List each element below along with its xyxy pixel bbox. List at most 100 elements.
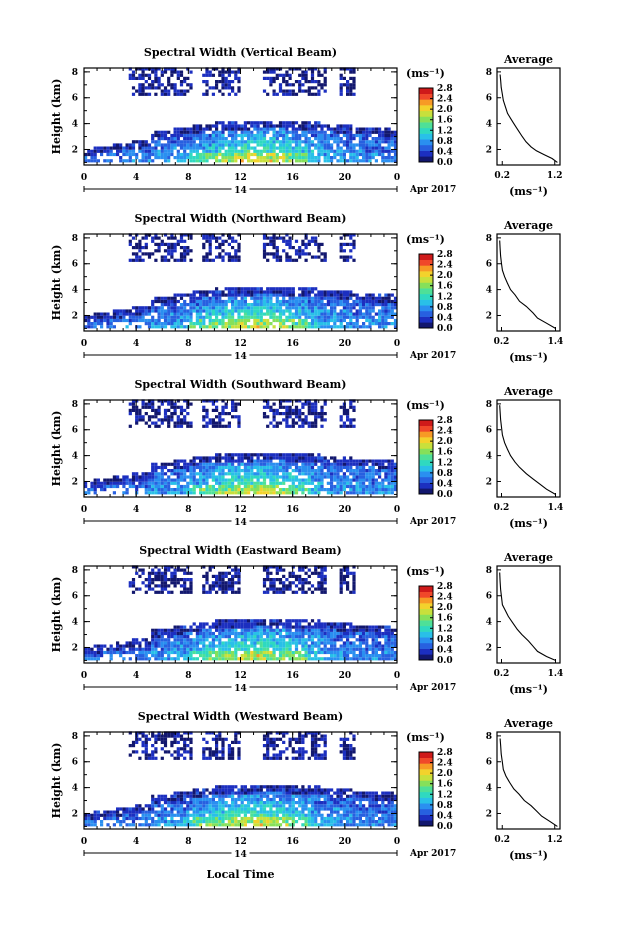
heatmap-cell (320, 309, 324, 313)
heatmap-cell (262, 143, 267, 147)
heatmap-cell (87, 315, 91, 319)
heatmap-cell (307, 421, 311, 425)
heatmap-cell (231, 456, 235, 460)
heatmap-cell (176, 415, 180, 419)
heatmap-cell (205, 152, 209, 157)
heatmap-cell (205, 650, 209, 655)
heatmap-cell (231, 299, 235, 304)
heatmap-cell (301, 309, 305, 313)
heatmap-cell (160, 631, 164, 636)
heatmap-cell (371, 296, 375, 300)
heatmap-cell (259, 654, 263, 658)
heatmap-cell (304, 571, 308, 575)
heatmap-cell (298, 159, 302, 163)
heatmap-cell (298, 309, 302, 313)
heatmap-cell (231, 156, 235, 160)
heatmap-cell (147, 318, 152, 323)
heatmap-cell (294, 133, 299, 138)
heatmap-cell (288, 239, 292, 243)
heatmap-cell (186, 641, 190, 645)
heatmap-cell (346, 255, 350, 259)
heatmap-cell (176, 469, 180, 473)
unit-label: (ms⁻¹) (406, 399, 445, 412)
heatmap-cell (183, 89, 187, 93)
heatmap-cell (262, 156, 267, 160)
heatmap-cell (253, 325, 257, 329)
x-tick-label: 4 (133, 505, 139, 515)
heatmap-cell (358, 159, 362, 163)
heatmap-cell (317, 92, 321, 96)
heatmap-cell (208, 315, 212, 319)
heatmap-cell (211, 581, 215, 585)
heatmap-cell (301, 293, 305, 297)
heatmap-cell (285, 628, 289, 632)
heatmap-cell (384, 325, 388, 329)
heatmap-cell (84, 152, 88, 157)
heatmap-cell (247, 481, 251, 485)
heatmap-cell (160, 83, 164, 87)
heatmap-cell (256, 293, 260, 297)
heatmap-cell (135, 89, 139, 93)
heatmap-cell (240, 475, 244, 479)
heatmap-cell (275, 647, 279, 651)
heatmap-cell (231, 488, 235, 492)
heatmap-cell (135, 242, 139, 246)
heatmap-cell (84, 159, 88, 163)
heatmap-cell (224, 647, 228, 651)
heatmap-cell (202, 635, 206, 639)
heatmap-cell (387, 149, 391, 153)
heatmap-cell (215, 83, 219, 87)
heatmap-cell (294, 146, 299, 150)
heatmap-cell (119, 146, 123, 150)
heatmap-cell (346, 484, 350, 489)
heatmap-cell (272, 152, 276, 157)
heatmap-cell (371, 130, 375, 134)
heatmap-cell (243, 488, 247, 492)
heatmap-cell (189, 318, 193, 323)
heatmap-cell (259, 290, 263, 294)
heatmap-cell (160, 488, 164, 492)
profile-x-tick-label: 0.2 (494, 337, 510, 347)
heatmap-cell (291, 130, 295, 134)
heatmap-cell (333, 299, 337, 304)
heatmap-cell (285, 469, 289, 473)
heatmap-cell (381, 478, 385, 482)
heatmap-cell (330, 657, 334, 661)
heatmap-cell (301, 124, 305, 128)
heatmap-cell (330, 159, 334, 163)
heatmap-cell (160, 638, 164, 642)
heatmap-cell (173, 462, 177, 466)
y-tick-label: 8 (72, 234, 78, 244)
heatmap-cell (157, 590, 161, 594)
heatmap-cell (195, 484, 199, 489)
heatmap-cell (170, 628, 174, 632)
heatmap-cell (157, 76, 161, 80)
heatmap-cell (199, 481, 203, 485)
heatmap-cell (342, 299, 346, 304)
heatmap-cell (199, 635, 203, 639)
heatmap-cell (323, 258, 327, 262)
heatmap-cell (224, 315, 228, 319)
heatmap-cell (234, 459, 238, 463)
heatmap-cell (218, 159, 222, 163)
heatmap-cell (227, 635, 231, 639)
heatmap-cell (310, 644, 315, 648)
heatmap-cell (237, 293, 241, 297)
heatmap-cell (262, 252, 267, 256)
heatmap-cell (119, 315, 123, 319)
heatmap-cell (157, 312, 161, 316)
heatmap-cell (208, 86, 212, 90)
heatmap-cell (211, 149, 215, 153)
heatmap-cell (291, 296, 295, 300)
heatmap-cell (221, 625, 225, 629)
heatmap-cell (131, 647, 136, 651)
heatmap-cell (326, 309, 330, 313)
heatmap-cell (326, 293, 330, 297)
heatmap-cell (176, 641, 180, 645)
heatmap-cell (208, 322, 212, 326)
heatmap-cell (253, 453, 257, 457)
heatmap-cell (285, 290, 289, 294)
heatmap-cell (141, 647, 145, 651)
heatmap-cell (298, 315, 302, 319)
heatmap-cell (131, 584, 136, 588)
